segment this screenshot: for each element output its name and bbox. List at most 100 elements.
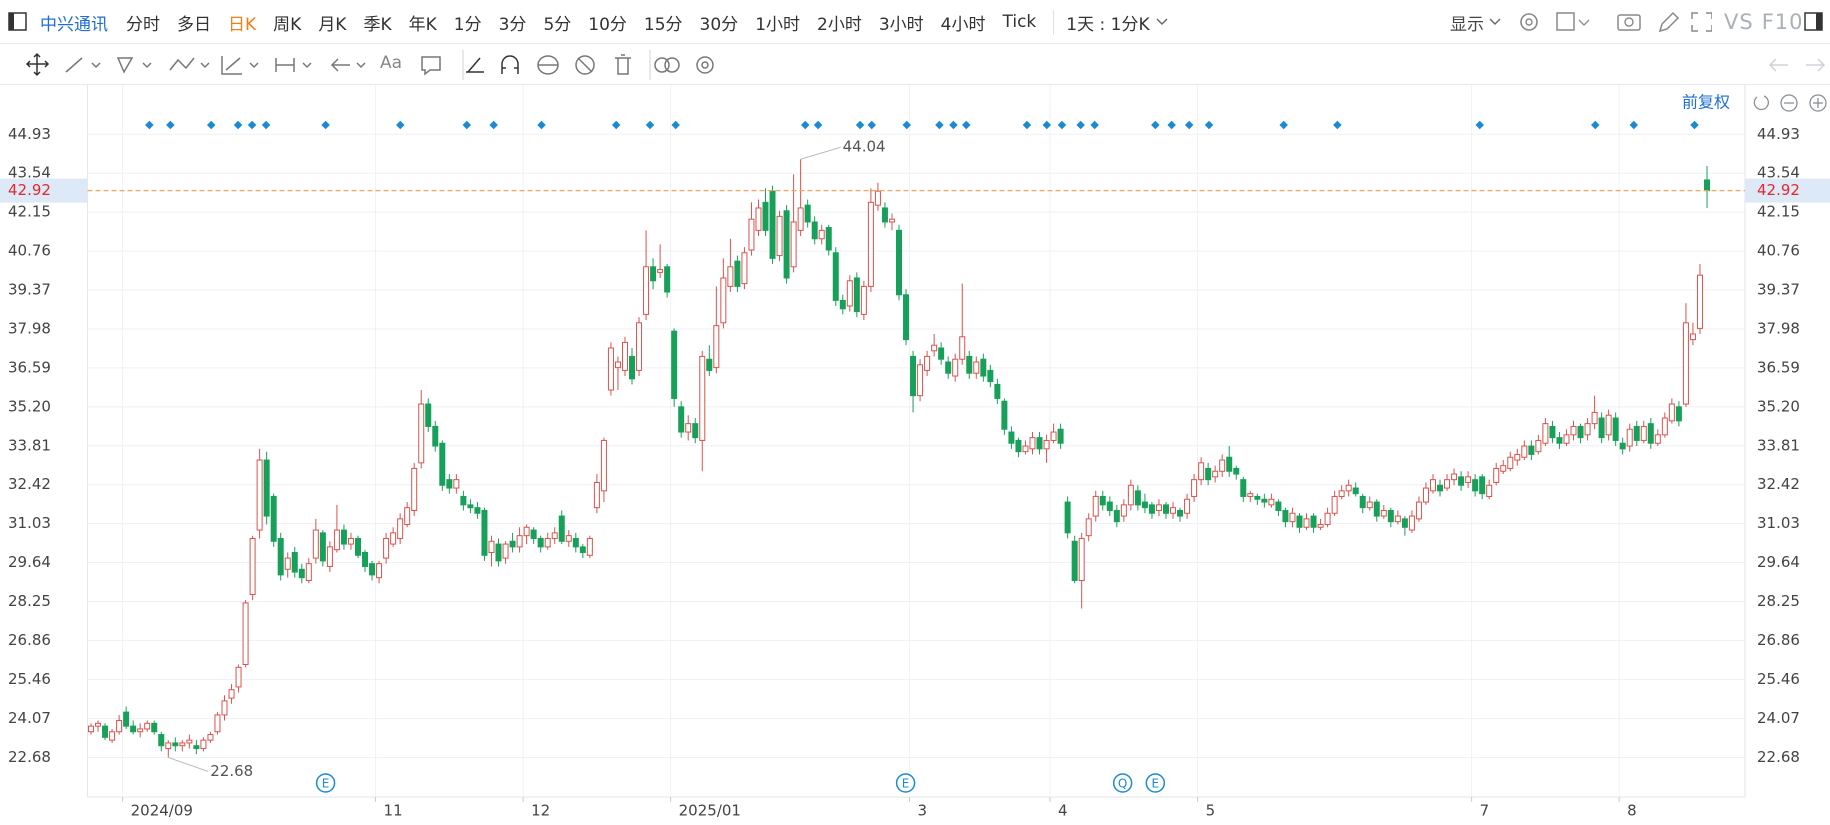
y-tick-label: 42.15 xyxy=(8,203,51,221)
period-tab[interactable]: 日K xyxy=(228,14,257,35)
chevron xyxy=(200,62,210,69)
display-label[interactable]: 显示 xyxy=(1450,14,1484,35)
y-tick-label: 28.25 xyxy=(1757,592,1800,610)
magnet-tool[interactable] xyxy=(501,55,519,74)
candle-body xyxy=(1352,487,1359,495)
camera-icon[interactable] xyxy=(1617,14,1641,31)
candle-body xyxy=(1240,479,1247,497)
delete-tool[interactable] xyxy=(615,54,631,75)
period-tab[interactable]: 3分 xyxy=(498,14,527,35)
period-tab[interactable]: 1小时 xyxy=(755,14,801,35)
y-tick-label: 37.98 xyxy=(1757,319,1800,337)
zoom-controls[interactable] xyxy=(1753,94,1827,112)
event-marker[interactable] xyxy=(166,120,175,130)
period-tab[interactable]: 15分 xyxy=(643,14,683,35)
display-menu[interactable]: 显示 xyxy=(1450,0,1502,44)
candle-body xyxy=(172,742,179,747)
candle-body xyxy=(453,479,460,489)
period-tab[interactable]: 季K xyxy=(363,14,392,35)
period-tab[interactable]: 周K xyxy=(273,14,302,35)
candle-body xyxy=(179,742,186,747)
candle-body xyxy=(1415,501,1422,520)
f10-button[interactable]: F10 xyxy=(1761,10,1804,34)
candle-body xyxy=(551,532,558,539)
candle-body xyxy=(509,540,516,548)
event-marker[interactable] xyxy=(206,120,216,130)
period-tab[interactable]: 2小时 xyxy=(817,14,862,35)
candle-body xyxy=(1486,484,1493,497)
settings-icon[interactable] xyxy=(1520,13,1538,31)
candle-body xyxy=(488,540,495,553)
period-tab[interactable]: 分时 xyxy=(126,14,160,35)
angle-tool[interactable] xyxy=(466,57,484,73)
hide-tool[interactable] xyxy=(575,55,595,75)
candle-body xyxy=(376,563,383,579)
wave-tool[interactable] xyxy=(169,57,195,71)
period-tab[interactable]: 月K xyxy=(318,14,347,35)
event-badge[interactable] xyxy=(1145,773,1166,793)
y-tick-label: 42.15 xyxy=(1757,203,1800,221)
candle-body xyxy=(1338,490,1345,497)
measure-tool[interactable] xyxy=(275,58,295,72)
event-marker[interactable] xyxy=(489,120,498,130)
note-tool[interactable] xyxy=(421,56,441,76)
candle-body xyxy=(685,423,692,433)
candle-body xyxy=(88,725,94,733)
undo[interactable] xyxy=(1768,58,1788,72)
vs-button[interactable]: VS xyxy=(1724,10,1754,34)
candle-body xyxy=(874,190,881,206)
period-tab[interactable]: 3小时 xyxy=(878,14,924,35)
candle-body xyxy=(404,507,411,525)
zoom-in-icon[interactable] xyxy=(1809,94,1827,112)
fullscreen-icon[interactable] xyxy=(1691,12,1712,32)
period-tab[interactable]: 1分 xyxy=(453,14,482,35)
period-tab[interactable]: Tick xyxy=(1002,12,1037,32)
candle-body xyxy=(1500,465,1507,472)
panel-icon[interactable] xyxy=(1804,12,1824,32)
zoom-out-icon[interactable] xyxy=(1780,94,1798,112)
move-tool[interactable] xyxy=(25,52,50,77)
x-tick-label: 4 xyxy=(1058,802,1068,820)
stock-name[interactable]: 中兴通讯 xyxy=(40,14,108,35)
theme-icon[interactable] xyxy=(1556,12,1575,31)
draw-icon[interactable] xyxy=(1658,11,1680,33)
line-tool[interactable] xyxy=(65,57,83,73)
layout-icon[interactable] xyxy=(8,12,28,32)
candle-body xyxy=(418,403,425,464)
candle-body xyxy=(931,344,938,352)
event-marker[interactable] xyxy=(261,120,271,130)
candle-body xyxy=(945,361,952,374)
chevron xyxy=(356,62,366,69)
tool-settings[interactable] xyxy=(696,56,714,74)
settings-icon-core xyxy=(1525,18,1533,26)
period-tab[interactable]: 10分 xyxy=(588,14,627,35)
period-tab[interactable]: 5分 xyxy=(543,14,572,35)
period-tab[interactable]: 30分 xyxy=(699,14,739,35)
event-badge[interactable] xyxy=(895,773,916,793)
reset-icon[interactable] xyxy=(1753,95,1769,111)
event-marker[interactable] xyxy=(396,120,405,130)
redo[interactable] xyxy=(1806,58,1826,72)
period-tab[interactable]: 4小时 xyxy=(940,14,986,35)
text-tool[interactable]: Aa xyxy=(380,53,403,73)
period-tab[interactable]: 年K xyxy=(408,14,437,35)
event-marker[interactable] xyxy=(145,120,154,130)
event-badge[interactable] xyxy=(315,773,336,793)
candle-body xyxy=(1668,403,1675,422)
arrow-tool[interactable] xyxy=(330,58,350,72)
compare-icon[interactable] xyxy=(654,57,670,73)
candle-body xyxy=(586,537,593,556)
fib-tool[interactable] xyxy=(221,56,242,75)
event-badge[interactable] xyxy=(1112,773,1133,793)
candle-body xyxy=(973,361,980,374)
event-marker[interactable] xyxy=(462,120,472,130)
y-tick-label: 26.86 xyxy=(8,631,51,649)
drawing-tools xyxy=(25,50,714,80)
shape-tool[interactable] xyxy=(116,57,134,74)
event-marker[interactable] xyxy=(321,120,330,130)
period-tab[interactable]: 多日 xyxy=(177,14,211,35)
event-marker[interactable] xyxy=(247,120,257,130)
range-select[interactable]: 1天 : 1分K xyxy=(1053,9,1150,35)
event-marker[interactable] xyxy=(233,120,243,130)
adjust-mode[interactable]: 前复权 xyxy=(1682,93,1730,112)
